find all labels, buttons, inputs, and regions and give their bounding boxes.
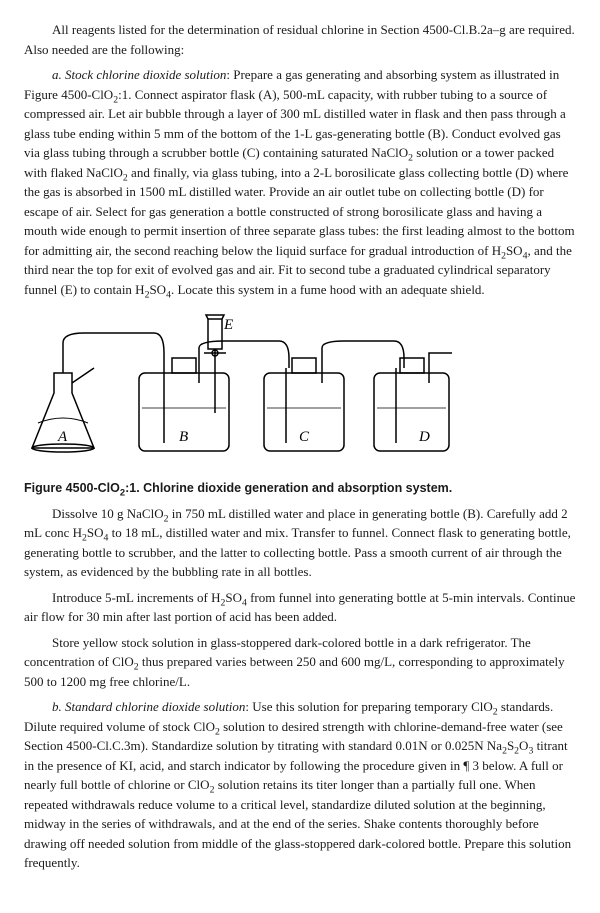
text: SO bbox=[225, 590, 242, 605]
figure-caption: Figure 4500-ClO2:1. Chlorine dioxide gen… bbox=[24, 479, 576, 498]
paragraph-introduce: Introduce 5-mL increments of H2SO4 from … bbox=[24, 588, 576, 627]
paragraph-store: Store yellow stock solution in glass-sto… bbox=[24, 633, 576, 692]
paragraph-dissolve: Dissolve 10 g NaClO2 in 750 mL distilled… bbox=[24, 504, 576, 582]
section-label-b: b. Standard chlorine dioxide solution bbox=[52, 699, 245, 714]
paragraph-standard-solution: b. Standard chlorine dioxide solution: U… bbox=[24, 697, 576, 873]
text: SO bbox=[506, 243, 523, 258]
text: : Use this solution for preparing tempor… bbox=[245, 699, 492, 714]
text: . Locate this system in a fume hood with… bbox=[171, 282, 485, 297]
text: Introduce 5-mL increments of H bbox=[52, 590, 220, 605]
label-a: A bbox=[57, 429, 68, 445]
label-c: C bbox=[299, 429, 310, 445]
label-e: E bbox=[223, 317, 233, 333]
text: Dissolve 10 g NaClO bbox=[52, 506, 164, 521]
paragraph-intro: All reagents listed for the determinatio… bbox=[24, 20, 576, 59]
paragraph-stock-solution: a. Stock chlorine dioxide solution: Prep… bbox=[24, 65, 576, 299]
section-label-a: a. Stock chlorine dioxide solution bbox=[52, 67, 226, 82]
text: SO bbox=[149, 282, 166, 297]
caption-suffix: :1. Chlorine dioxide generation and abso… bbox=[125, 481, 452, 495]
label-b: B bbox=[179, 429, 188, 445]
apparatus-diagram: A B C D E bbox=[24, 313, 454, 473]
text: SO bbox=[87, 525, 104, 540]
figure-apparatus: A B C D E Figure 4500-ClO2:1. Chlorine d… bbox=[24, 313, 576, 498]
label-d: D bbox=[418, 429, 430, 445]
caption-prefix: Figure 4500-ClO bbox=[24, 481, 120, 495]
